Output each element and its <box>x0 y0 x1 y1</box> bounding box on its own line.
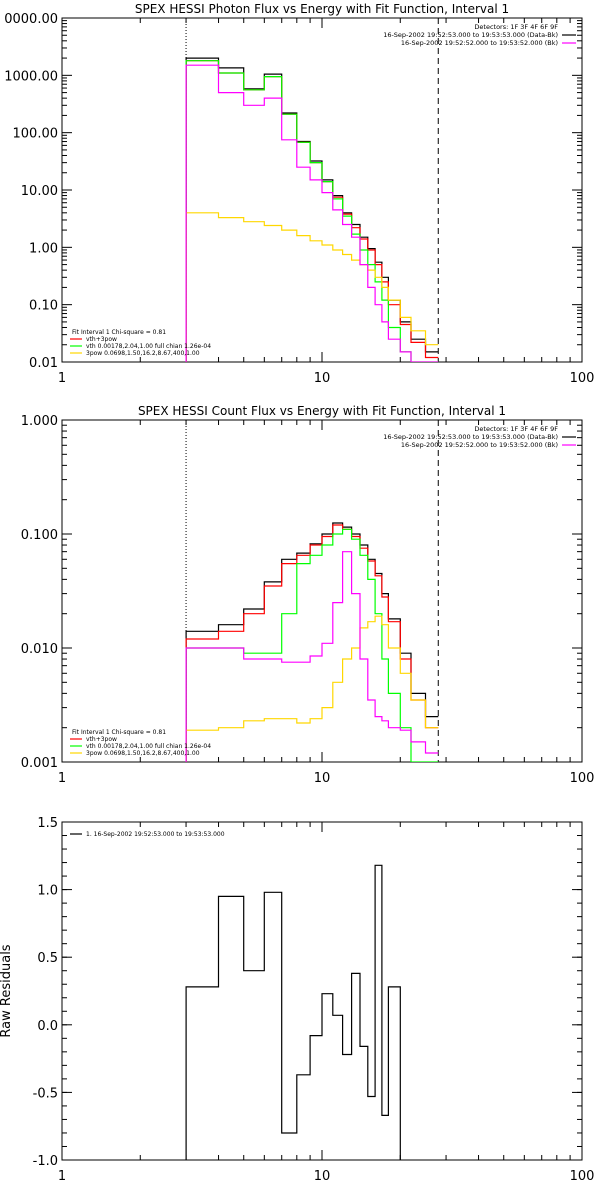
y-tick-label: 1.000 <box>21 414 58 429</box>
legend-entry-1: Fit Interval 1 Chi-square = 0.81 <box>72 729 166 736</box>
header-line-1: Detectors: 1F 3F 4F 6F 9F <box>474 425 558 433</box>
chart-panel-1: SPEX HESSI Photon Flux vs Energy with Fi… <box>4 2 594 386</box>
chart-panel-3: Raw Residuals 1 10 100 -1.0 -0.5 0.0 0.5 1.0 1.5 1… <box>0 816 594 1184</box>
chart-panel-2: SPEX HESSI Count Flux vs Energy with Fit… <box>21 404 595 786</box>
y-axis-label: Raw Residuals <box>0 944 14 1037</box>
y-tick-label: 0.100 <box>21 528 58 543</box>
header-line-2: 16-Sep-2002 19:52:53.000 to 19:53:53.000… <box>383 433 558 441</box>
legend-entry-2: vth+3pow <box>86 736 117 743</box>
series-line-5 <box>185 551 439 762</box>
series-line-1 <box>185 864 401 1160</box>
y-tick-label: 10.00 <box>21 184 58 199</box>
y-tick-label: 100.00 <box>13 127 59 142</box>
y-tick-label: 0.0 <box>37 1019 58 1034</box>
legend-entry-4: 3pow 0.0698,1.50,16.2,8.67,400,1.00 <box>86 350 200 357</box>
y-tick-label: -1.0 <box>33 1154 58 1169</box>
header-line-3: 16-Sep-2002 19:52:52.000 to 19:53:52.000… <box>401 441 558 449</box>
y-tick-label: 0.5 <box>37 951 58 966</box>
x-tick-label: 1 <box>58 371 66 386</box>
x-tick-label: 100 <box>570 1169 595 1184</box>
chart-title: SPEX HESSI Photon Flux vs Energy with Fi… <box>135 2 509 16</box>
x-tick-label: 100 <box>570 771 595 786</box>
x-tick-label: 10 <box>314 371 331 386</box>
legend-entry-4: 3pow 0.0698,1.50,16.2,8.67,400,1.00 <box>86 750 200 757</box>
y-tick-label: 1000.00 <box>4 69 58 84</box>
x-tick-label: 1 <box>58 1169 66 1184</box>
y-tick-label: 0.01 <box>29 356 58 371</box>
header-line-3: 16-Sep-2002 19:52:52.000 to 19:53:52.000… <box>401 39 558 47</box>
y-tick-label: 1.5 <box>37 816 58 831</box>
y-tick-label: 0.010 <box>21 642 58 657</box>
plot-frame <box>61 821 583 1161</box>
x-tick-label: 100 <box>570 371 595 386</box>
y-tick-label: 0.001 <box>21 756 58 771</box>
header-line-2: 16-Sep-2002 19:52:53.000 to 19:53:53.000… <box>383 31 558 39</box>
y-tick-label: 0000.00 <box>4 12 58 27</box>
chart-title: SPEX HESSI Count Flux vs Energy with Fit… <box>138 404 506 418</box>
legend-entry-3: vth 0.00178,2.04,1.00 full chian 1.26e-0… <box>86 743 211 750</box>
series-line-3 <box>185 528 439 762</box>
legend-entry-2: vth+3pow <box>86 336 117 343</box>
series-line-4 <box>185 212 439 362</box>
header-line-1: Detectors: 1F 3F 4F 6F 9F <box>474 23 558 31</box>
x-tick-label: 1 <box>58 771 66 786</box>
x-tick-label: 10 <box>314 771 331 786</box>
x-tick-label: 10 <box>314 1169 331 1184</box>
legend-entry-1: 1. 16-Sep-2002 19:52:53.000 to 19:53:53.… <box>86 831 225 838</box>
y-tick-label: 1.00 <box>29 241 58 256</box>
legend-entry-3: vth 0.00178,2.04,1.00 full chian 1.26e-0… <box>86 343 211 350</box>
y-tick-label: 1.0 <box>37 884 58 899</box>
y-tick-label: -0.5 <box>33 1086 58 1101</box>
series-line-5 <box>185 64 439 362</box>
y-tick-label: 0.10 <box>29 299 58 314</box>
legend-entry-1: Fit Interval 1 Chi-square = 0.81 <box>72 329 166 336</box>
series-line-4 <box>185 615 439 762</box>
